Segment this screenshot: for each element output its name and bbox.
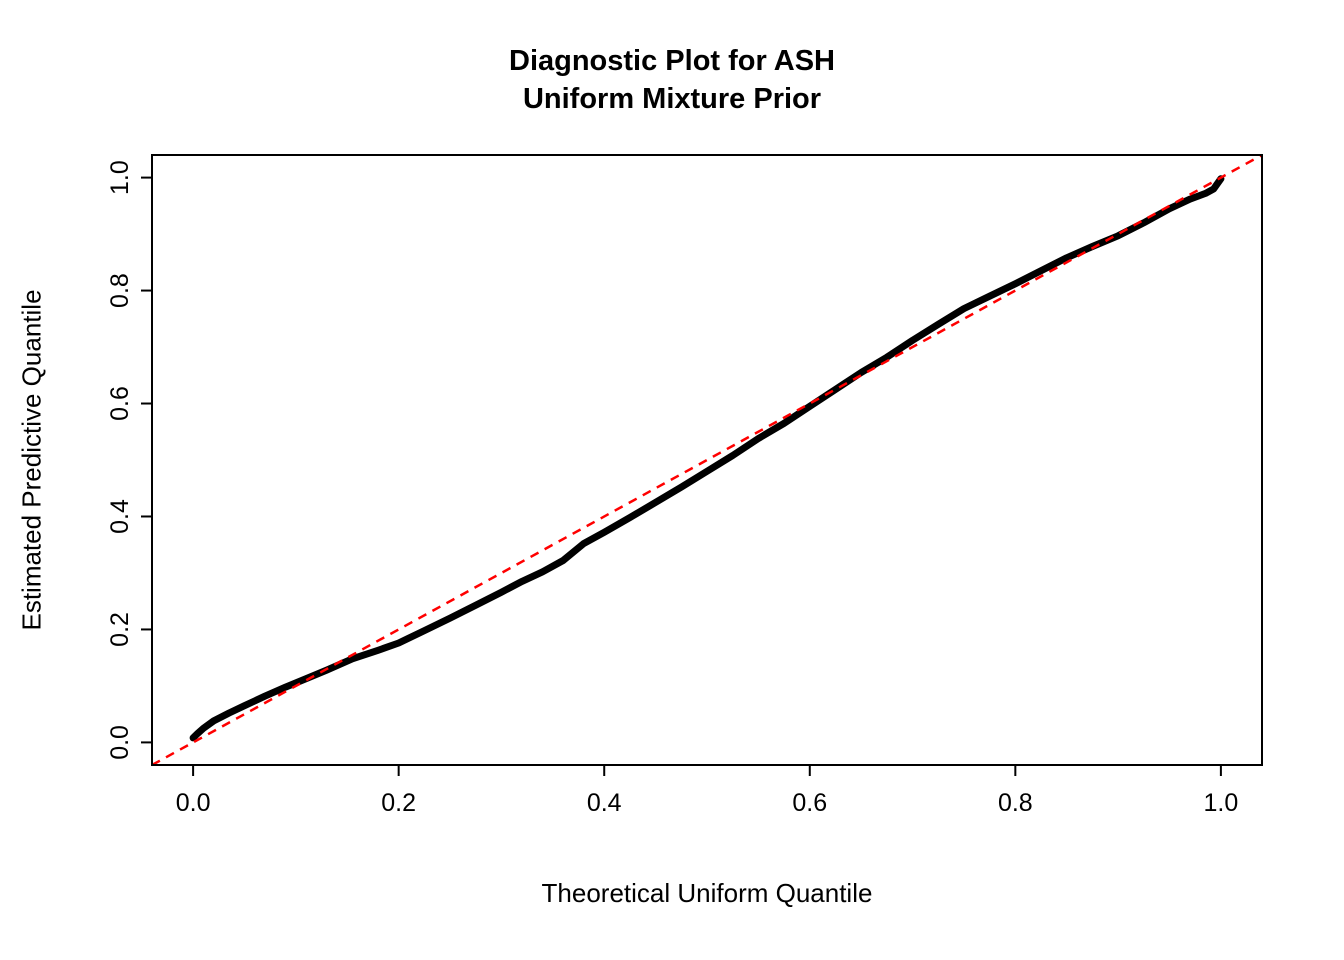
x-tick-label: 0.0 (176, 789, 211, 817)
x-tick-label: 0.8 (998, 789, 1033, 817)
x-tick-label: 0.4 (587, 789, 622, 817)
plot-title-line1: Diagnostic Plot for ASH (509, 45, 835, 77)
x-axis-title: Theoretical Uniform Quantile (541, 878, 873, 908)
y-tick-label: 0.0 (106, 725, 134, 760)
y-tick-label: 1.0 (106, 160, 134, 195)
y-tick-label: 0.8 (106, 273, 134, 308)
y-tick-label: 0.2 (106, 612, 134, 647)
x-tick-label: 0.2 (381, 789, 416, 817)
plot-box (151, 154, 1263, 766)
y-tick-label: 0.6 (106, 386, 134, 421)
plot-title: Diagnostic Plot for ASH Uniform Mixture … (0, 42, 1344, 118)
x-tick-label: 0.6 (792, 789, 827, 817)
y-tick-label: 0.4 (106, 499, 134, 534)
y-axis-title: Estimated Predictive Quantile (16, 289, 47, 631)
x-tick-label: 1.0 (1204, 789, 1239, 817)
plot-title-line2: Uniform Mixture Prior (522, 83, 822, 115)
estimated-predictive-quantiles (189, 175, 1225, 742)
identity-reference-line (151, 153, 1263, 767)
